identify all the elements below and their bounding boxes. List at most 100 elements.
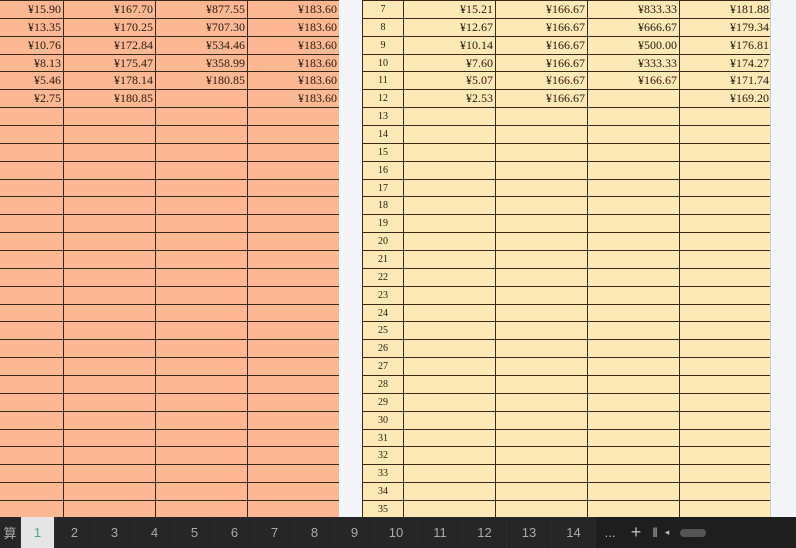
cell[interactable] xyxy=(495,214,588,234)
cell[interactable] xyxy=(0,410,64,430)
cell[interactable] xyxy=(587,428,680,448)
cell[interactable] xyxy=(247,125,340,144)
cell[interactable] xyxy=(155,232,248,252)
cell[interactable]: ¥500.00 xyxy=(587,35,680,55)
cell[interactable] xyxy=(495,482,588,502)
sheet-tab-11[interactable]: 11 xyxy=(418,517,463,548)
cell[interactable] xyxy=(679,392,772,412)
cell[interactable] xyxy=(587,357,680,377)
cell[interactable] xyxy=(63,500,156,519)
row-number[interactable]: 12 xyxy=(362,89,404,109)
cell[interactable]: ¥15.21 xyxy=(403,0,496,19)
sheet-tab-2[interactable]: 2 xyxy=(55,517,95,548)
cell[interactable] xyxy=(0,232,64,252)
row-number[interactable]: 25 xyxy=(362,321,404,341)
cell[interactable] xyxy=(63,214,156,234)
cell[interactable]: ¥183.60 xyxy=(247,89,340,109)
sheet-tab-6[interactable]: 6 xyxy=(215,517,255,548)
cell[interactable] xyxy=(587,500,680,519)
cell[interactable] xyxy=(403,428,496,448)
cell[interactable] xyxy=(0,392,64,412)
cell[interactable] xyxy=(0,428,64,448)
scroll-left-icon[interactable]: ◂ xyxy=(664,527,670,537)
cell[interactable] xyxy=(0,196,64,216)
cell[interactable] xyxy=(495,446,588,466)
cell[interactable] xyxy=(495,125,588,144)
cell[interactable] xyxy=(155,428,248,448)
cell[interactable]: ¥333.33 xyxy=(587,53,680,73)
cell[interactable] xyxy=(587,410,680,430)
cell[interactable] xyxy=(0,339,64,359)
sheet-tab-partial[interactable]: 算 xyxy=(0,517,21,548)
cell[interactable] xyxy=(587,232,680,252)
cell[interactable] xyxy=(403,267,496,287)
cell[interactable] xyxy=(679,303,772,323)
cell[interactable] xyxy=(495,303,588,323)
sheet-tab-10[interactable]: 10 xyxy=(375,517,418,548)
cell[interactable] xyxy=(247,107,340,127)
cell[interactable] xyxy=(63,428,156,448)
cell[interactable]: ¥166.67 xyxy=(587,71,680,91)
cell[interactable] xyxy=(679,214,772,234)
cell[interactable] xyxy=(155,464,248,484)
cell[interactable] xyxy=(679,375,772,394)
cell[interactable]: ¥171.74 xyxy=(679,71,772,91)
sheet-tab-7[interactable]: 7 xyxy=(255,517,295,548)
cell[interactable] xyxy=(63,410,156,430)
sheet-tab-4[interactable]: 4 xyxy=(135,517,175,548)
cell[interactable] xyxy=(63,125,156,144)
cell[interactable] xyxy=(155,214,248,234)
cell[interactable] xyxy=(0,250,64,269)
sheet-tab-8[interactable]: 8 xyxy=(295,517,335,548)
row-number[interactable]: 30 xyxy=(362,410,404,430)
cell[interactable] xyxy=(63,303,156,323)
cell[interactable]: ¥179.34 xyxy=(679,17,772,37)
cell[interactable] xyxy=(155,267,248,287)
cell[interactable] xyxy=(247,375,340,394)
row-number[interactable]: 18 xyxy=(362,196,404,216)
cell[interactable] xyxy=(403,357,496,377)
cell[interactable] xyxy=(247,357,340,377)
cell[interactable] xyxy=(587,446,680,466)
cell[interactable] xyxy=(0,142,64,162)
cell[interactable] xyxy=(155,500,248,519)
cell[interactable] xyxy=(247,250,340,269)
cell[interactable] xyxy=(495,357,588,377)
cell[interactable] xyxy=(155,446,248,466)
cell[interactable]: ¥8.13 xyxy=(0,53,64,73)
cell[interactable]: ¥176.81 xyxy=(679,35,772,55)
cell[interactable] xyxy=(63,250,156,269)
cell[interactable] xyxy=(587,160,680,180)
cell[interactable] xyxy=(587,250,680,269)
cell[interactable] xyxy=(679,285,772,305)
row-number[interactable]: 22 xyxy=(362,267,404,287)
cell[interactable] xyxy=(679,464,772,484)
cell[interactable]: ¥169.20 xyxy=(679,89,772,109)
row-number[interactable]: 9 xyxy=(362,35,404,55)
cell[interactable] xyxy=(0,107,64,127)
cell[interactable] xyxy=(587,392,680,412)
cell[interactable] xyxy=(587,89,680,109)
cell[interactable] xyxy=(155,285,248,305)
cell[interactable]: ¥166.67 xyxy=(495,35,588,55)
cell[interactable] xyxy=(403,250,496,269)
cell[interactable] xyxy=(63,464,156,484)
cell[interactable] xyxy=(247,303,340,323)
cell[interactable] xyxy=(63,142,156,162)
cell[interactable] xyxy=(155,250,248,269)
cell[interactable] xyxy=(403,464,496,484)
cell[interactable] xyxy=(495,285,588,305)
cell[interactable] xyxy=(155,142,248,162)
horizontal-scrollbar-thumb[interactable] xyxy=(680,528,706,537)
cell[interactable] xyxy=(155,357,248,377)
cell[interactable] xyxy=(679,482,772,502)
sheet-tab-13[interactable]: 13 xyxy=(507,517,552,548)
cell[interactable] xyxy=(63,339,156,359)
cell[interactable] xyxy=(587,321,680,341)
row-number[interactable]: 34 xyxy=(362,482,404,502)
cell[interactable] xyxy=(403,339,496,359)
cell[interactable]: ¥183.60 xyxy=(247,35,340,55)
cell[interactable] xyxy=(679,428,772,448)
cell[interactable] xyxy=(63,392,156,412)
cell[interactable] xyxy=(587,375,680,394)
